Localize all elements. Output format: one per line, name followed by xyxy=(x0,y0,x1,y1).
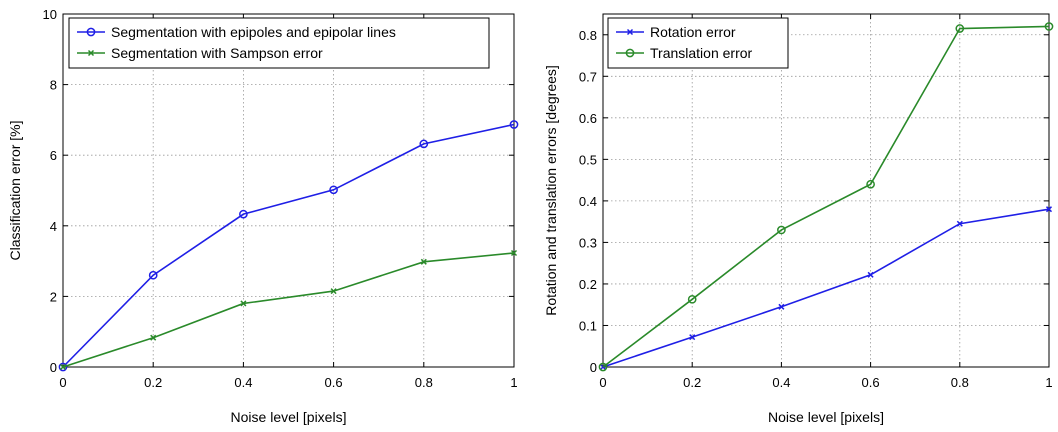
x-tick-label: 0.4 xyxy=(772,375,790,390)
x-tick-label: 0.6 xyxy=(862,375,880,390)
series-line xyxy=(602,25,1050,368)
data-point xyxy=(59,363,67,371)
y-tick-label: 0.7 xyxy=(579,69,597,84)
series-1 xyxy=(598,22,1054,372)
y-tick-label: 0.5 xyxy=(579,152,597,167)
series-0 xyxy=(599,206,1053,371)
data-point xyxy=(148,270,158,280)
y-tick-label: 0.8 xyxy=(579,28,597,43)
x-tick-label: 0 xyxy=(59,375,66,390)
data-point xyxy=(86,27,96,37)
legend-label: Segmentation with Sampson error xyxy=(111,45,323,61)
data-point xyxy=(58,362,68,372)
data-point xyxy=(329,185,338,195)
y-tick-label: 0.2 xyxy=(579,277,597,292)
data-point xyxy=(239,209,248,219)
legend-label: Translation error xyxy=(650,45,753,61)
x-axis-label: Noise level [pixels] xyxy=(231,409,347,425)
y-tick-label: 0.4 xyxy=(579,194,597,209)
x-tick-label: 1 xyxy=(1045,375,1052,390)
legend: Rotation error Translation error xyxy=(607,17,789,69)
data-point xyxy=(626,28,634,36)
data-point xyxy=(777,225,786,235)
data-point xyxy=(87,49,95,57)
y-tick-label: 2 xyxy=(50,289,57,304)
series-0 xyxy=(58,120,519,372)
x-tick-label: 0.2 xyxy=(683,375,701,390)
x-axis-label: Noise level [pixels] xyxy=(768,409,884,425)
data-point xyxy=(778,303,785,310)
legend-box xyxy=(68,17,490,69)
y-tick-label: 0 xyxy=(590,360,597,375)
data-point xyxy=(689,334,696,341)
legend-entry: Translation error xyxy=(616,45,753,61)
chart-rotation-translation-error: 0 0.2 0.4 0.6 0.8 1 0 0.1 0.2 0.3 0.4 0.5 0.6 0.7 0.8 N… xyxy=(543,13,1054,425)
data-point xyxy=(150,334,157,341)
plot-area xyxy=(602,13,1050,368)
x-tick-label: 0.6 xyxy=(325,375,343,390)
legend-label: Rotation error xyxy=(650,24,736,40)
data-point xyxy=(419,139,429,149)
y-tick-label: 10 xyxy=(43,7,57,22)
axes-border xyxy=(62,13,515,368)
y-tick-label: 4 xyxy=(50,219,57,234)
y-axis-label: Classification error [%] xyxy=(7,120,23,260)
data-point xyxy=(509,120,519,129)
legend-entry: Segmentation with epipoles and epipolar … xyxy=(77,24,396,40)
data-point xyxy=(510,249,518,257)
x-tick-label: 0.2 xyxy=(144,375,162,390)
y-tick-label: 0.1 xyxy=(579,318,597,333)
legend-entry: Rotation error xyxy=(616,24,736,40)
x-tick-label: 0.8 xyxy=(951,375,969,390)
x-tick-label: 0 xyxy=(599,375,606,390)
series-line xyxy=(602,208,1050,368)
y-tick-label: 6 xyxy=(50,148,57,163)
data-point xyxy=(625,48,635,58)
data-point xyxy=(867,271,874,278)
data-point xyxy=(956,220,963,227)
legend-box xyxy=(607,17,789,69)
y-tick-label: 8 xyxy=(50,78,57,93)
data-point xyxy=(866,179,875,189)
data-point xyxy=(240,300,247,307)
x-tick-label: 0.4 xyxy=(234,375,252,390)
legend: Segmentation with epipoles and epipolar … xyxy=(68,17,490,69)
x-tick-label: 0.8 xyxy=(415,375,433,390)
data-point xyxy=(420,258,427,265)
series-1 xyxy=(59,249,518,371)
data-point xyxy=(598,362,608,372)
legend-label: Segmentation with epipoles and epipolar … xyxy=(111,24,396,40)
data-point xyxy=(1045,206,1053,213)
data-point xyxy=(1044,22,1054,31)
data-point xyxy=(330,288,337,295)
series-line xyxy=(62,123,515,368)
legend-entry: Segmentation with Sampson error xyxy=(77,45,323,61)
y-tick-label: 0.6 xyxy=(579,111,597,126)
y-tick-label: 0 xyxy=(50,360,57,375)
data-point xyxy=(955,24,965,33)
y-tick-label: 0.3 xyxy=(579,235,597,250)
data-point xyxy=(687,294,697,304)
plot-area xyxy=(62,13,515,368)
series-line xyxy=(62,252,515,368)
x-tick-label: 1 xyxy=(510,375,517,390)
axes-border xyxy=(602,13,1050,368)
y-axis-label: Rotation and translation errors [degrees… xyxy=(543,65,559,316)
